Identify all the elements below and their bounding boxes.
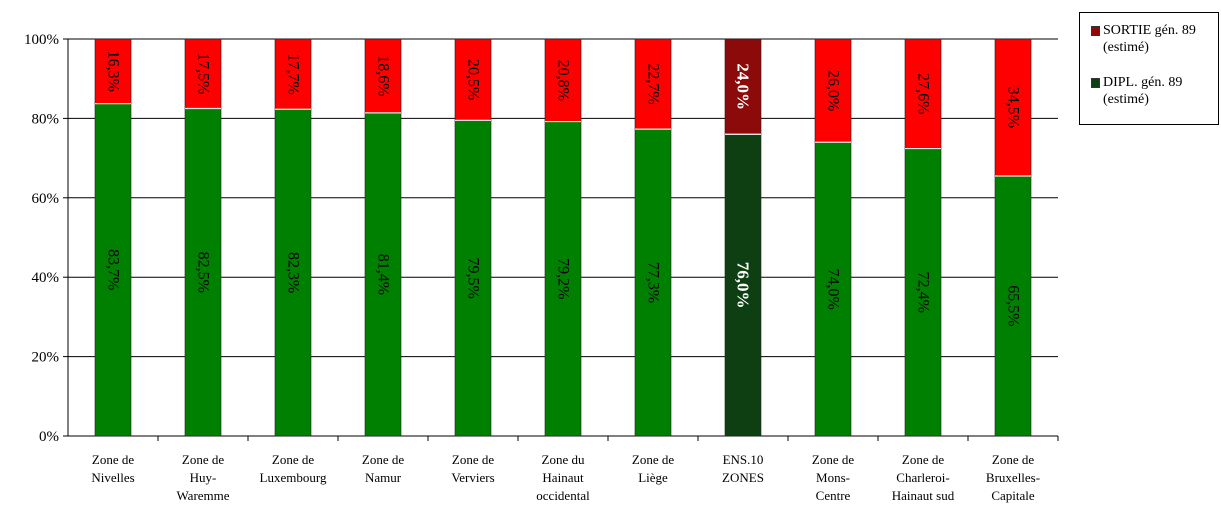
data-label-sortie: 22,7% <box>645 63 662 104</box>
bar-dipl <box>994 175 1032 437</box>
data-label-sortie: 27,6% <box>915 73 932 114</box>
data-label-dipl: 65,5% <box>1005 285 1022 326</box>
data-label-sortie: 20,5% <box>465 59 482 100</box>
y-tick-label: 20% <box>32 350 60 366</box>
bar-sortie <box>94 38 132 105</box>
bar-dipl <box>274 108 312 437</box>
category-label: Zone de Bruxelles-Capitale <box>986 452 1040 503</box>
data-label-dipl: 79,2% <box>555 258 572 299</box>
y-tick-label: 40% <box>32 270 60 286</box>
bar-sortie <box>454 38 492 121</box>
data-label-sortie: 24,0% <box>734 63 753 110</box>
y-tick-label: 0% <box>39 429 59 445</box>
bar-dipl <box>184 108 222 437</box>
bar-sortie <box>724 38 762 135</box>
data-label-dipl: 77,3% <box>645 262 662 303</box>
bar-dipl <box>544 121 582 437</box>
data-label-dipl: 76,0% <box>734 262 753 309</box>
bar-sortie <box>814 38 852 143</box>
category-label: Zone de Nivelles <box>91 452 134 485</box>
data-label-sortie: 17,7% <box>285 53 302 94</box>
category-label: ENS.10 ZONES <box>722 452 764 485</box>
category-label: Zone de Mons-Centre <box>812 452 854 503</box>
category-label: Zone de Namur <box>362 452 404 485</box>
legend-label-dipl: DIPL. gén. 89 (estimé) <box>1103 75 1183 107</box>
category-label: Zone de Charleroi-Hainaut sud <box>892 452 955 503</box>
data-label-dipl: 81,4% <box>375 254 392 295</box>
legend-label-sortie: SORTIE gén. 89 (estimé) <box>1103 23 1196 55</box>
bar-dipl <box>724 133 762 437</box>
data-label-sortie: 34,5% <box>1005 87 1022 128</box>
bar-dipl <box>454 120 492 437</box>
y-tick-label: 80% <box>32 111 60 127</box>
bar-dipl <box>94 103 132 437</box>
category-label: Zone de Verviers <box>451 452 494 485</box>
data-label-sortie: 16,3% <box>105 51 122 92</box>
data-label-sortie: 20,8% <box>555 60 572 101</box>
data-label-dipl: 72,4% <box>915 272 932 313</box>
data-label-dipl: 74,0% <box>825 268 842 309</box>
legend-swatch-sortie <box>1091 26 1100 36</box>
y-tick-label: 100% <box>24 32 59 48</box>
bar-dipl <box>364 112 402 437</box>
category-label: Zone de Liège <box>632 452 674 485</box>
bar-dipl <box>814 141 852 437</box>
chart-legend: SORTIE gén. 89 (estimé) DIPL. gén. 89 (e… <box>1079 12 1219 125</box>
bar-sortie <box>184 38 222 109</box>
bar-sortie <box>994 38 1032 177</box>
data-label-dipl: 83,7% <box>105 249 122 290</box>
data-label-dipl: 79,5% <box>465 258 482 299</box>
category-label: Zone de Luxembourg <box>260 452 327 485</box>
data-label-sortie: 17,5% <box>195 53 212 94</box>
legend-swatch-dipl <box>1091 78 1100 88</box>
category-label: Zone du Hainaut occidental <box>536 452 590 503</box>
bar-sortie <box>364 38 402 114</box>
data-label-dipl: 82,3% <box>285 252 302 293</box>
category-label: Zone de Huy-Waremme <box>176 452 229 503</box>
bar-dipl <box>904 148 942 437</box>
data-label-dipl: 82,5% <box>195 252 212 293</box>
bar-dipl <box>634 128 672 437</box>
data-label-sortie: 26,0% <box>825 70 842 111</box>
data-label-sortie: 18,6% <box>375 55 392 96</box>
y-tick-label: 60% <box>32 191 60 207</box>
